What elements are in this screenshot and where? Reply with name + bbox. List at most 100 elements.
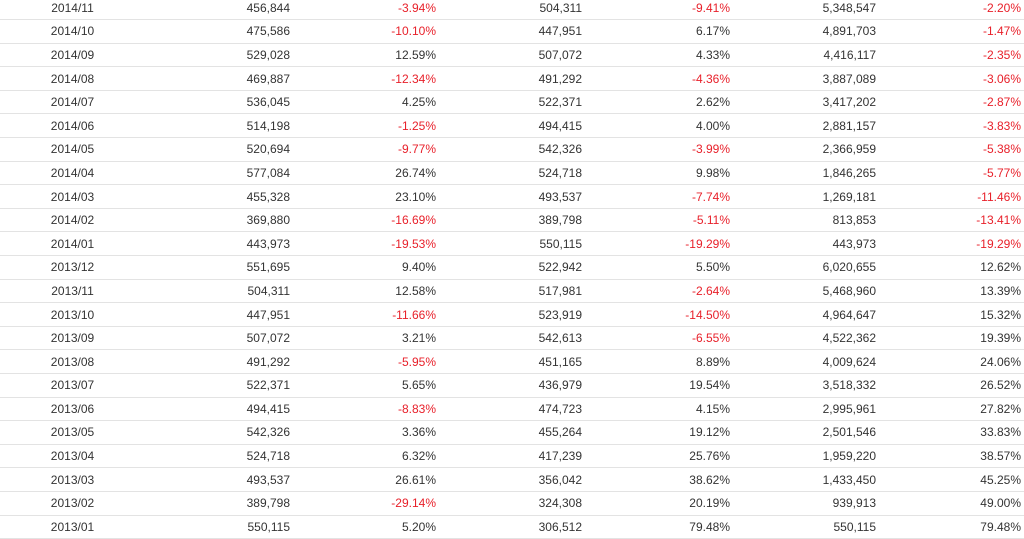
cumulative-change-cell: 33.83% — [980, 425, 1021, 440]
change-b-cell: 79.48% — [689, 519, 730, 534]
change-a-cell: 12.59% — [395, 47, 436, 62]
table-row: 2014/01 443,973 -19.53% 550,115 -19.29% 443,9… — [0, 232, 1024, 256]
change-a-cell: -19.53% — [391, 236, 436, 251]
cumulative-cell: 443,973 — [832, 236, 876, 251]
value-b-cell: 474,723 — [538, 401, 582, 416]
value-a-cell: 536,045 — [246, 95, 290, 110]
value-a-cell: 469,887 — [246, 71, 290, 86]
value-a-cell: 542,326 — [246, 425, 290, 440]
value-b-cell: 451,165 — [538, 354, 582, 369]
table-row: 2013/10 447,951 -11.66% 523,919 -14.50% 4,964… — [0, 303, 1024, 327]
value-b-cell: 507,072 — [538, 47, 582, 62]
table-row: 2013/02 389,798 -29.14% 324,308 20.19% 939,91… — [0, 491, 1024, 516]
cumulative-cell: 813,853 — [832, 213, 876, 228]
month-cell: 2013/06 — [50, 401, 95, 416]
change-b-cell: 4.15% — [695, 401, 730, 416]
cumulative-change-cell: 45.25% — [980, 472, 1021, 487]
value-b-cell: 542,613 — [538, 331, 582, 346]
value-a-cell: 524,718 — [246, 449, 290, 464]
value-b-cell: 436,979 — [538, 378, 582, 393]
change-b-cell: -19.29% — [685, 236, 730, 251]
value-a-cell: 455,328 — [246, 189, 290, 204]
month-cell: 2013/09 — [50, 331, 95, 346]
cumulative-change-cell: 26.52% — [980, 378, 1021, 393]
cumulative-change-cell: 38.57% — [980, 449, 1021, 464]
cumulative-change-cell: 19.39% — [980, 331, 1021, 346]
value-a-cell: 522,371 — [246, 378, 290, 393]
month-cell: 2014/03 — [50, 189, 95, 204]
cumulative-change-cell: -11.46% — [977, 189, 1021, 204]
cumulative-cell: 4,964,647 — [822, 307, 876, 322]
cumulative-change-cell: -5.77% — [982, 165, 1021, 180]
change-a-cell: -3.94% — [397, 0, 436, 15]
change-a-cell: 6.32% — [401, 449, 436, 464]
cumulative-change-cell: -2.20% — [982, 0, 1021, 15]
change-a-cell: 9.40% — [401, 260, 436, 275]
month-cell: 2014/04 — [50, 165, 95, 180]
table-row: 2014/05 520,694 -9.77% 542,326 -3.99% 2,366,9… — [0, 138, 1024, 162]
cumulative-change-cell: -2.35% — [982, 47, 1021, 62]
value-a-cell: 456,844 — [246, 0, 290, 15]
change-b-cell: -4.36% — [691, 71, 730, 86]
change-a-cell: 23.10% — [395, 189, 436, 204]
change-b-cell: 4.33% — [695, 47, 730, 62]
change-a-cell: -29.14% — [391, 496, 436, 511]
value-a-cell: 447,951 — [246, 307, 290, 322]
value-b-cell: 494,415 — [538, 118, 582, 133]
change-b-cell: -3.99% — [691, 142, 730, 157]
value-a-cell: 389,798 — [246, 496, 290, 511]
month-cell: 2013/01 — [50, 519, 95, 534]
change-a-cell: 3.36% — [401, 425, 436, 440]
change-a-cell: -10.10% — [391, 24, 436, 39]
month-cell: 2013/12 — [50, 260, 95, 275]
cumulative-change-cell: 13.39% — [980, 283, 1021, 298]
change-a-cell: 12.58% — [395, 283, 436, 298]
value-b-cell: 447,951 — [538, 24, 582, 39]
cumulative-cell: 5,348,547 — [822, 0, 876, 15]
cumulative-change-cell: 12.62% — [980, 260, 1021, 275]
month-cell: 2013/03 — [50, 472, 95, 487]
table-row: 2013/09 507,072 3.21% 542,613 -6.55% 4,522,36… — [0, 326, 1024, 350]
cumulative-cell: 2,501,546 — [822, 425, 876, 440]
change-a-cell: -12.34% — [391, 71, 436, 86]
cumulative-cell: 5,468,960 — [822, 283, 876, 298]
change-b-cell: 4.00% — [695, 118, 730, 133]
change-b-cell: 38.62% — [689, 472, 730, 487]
table-row: 2013/03 493,537 26.61% 356,042 38.62% 1,433,4… — [0, 468, 1024, 492]
table-row: 2014/10 475,586 -10.10% 447,951 6.17% 4,891,7… — [0, 20, 1024, 44]
cumulative-change-cell: 15.32% — [980, 307, 1021, 322]
month-cell: 2014/08 — [50, 71, 95, 86]
value-a-cell: 529,028 — [246, 47, 290, 62]
value-b-cell: 491,292 — [538, 71, 582, 86]
change-b-cell: 20.19% — [689, 496, 730, 511]
cumulative-cell: 1,846,265 — [822, 165, 876, 180]
cumulative-change-cell: -5.38% — [982, 142, 1021, 157]
change-a-cell: -11.66% — [392, 307, 436, 322]
change-b-cell: 6.17% — [695, 24, 730, 39]
month-cell: 2013/05 — [50, 425, 95, 440]
cumulative-cell: 3,417,202 — [822, 95, 876, 110]
table-row: 2014/06 514,198 -1.25% 494,415 4.00% 2,881,15… — [0, 114, 1024, 138]
value-b-cell: 324,308 — [538, 496, 582, 511]
cumulative-cell: 4,891,703 — [822, 24, 876, 39]
cumulative-cell: 4,009,624 — [822, 354, 876, 369]
cumulative-change-cell: 27.82% — [980, 401, 1021, 416]
change-a-cell: -9.77% — [397, 142, 436, 157]
value-b-cell: 517,981 — [538, 283, 582, 298]
table-row: 2014/11 456,844 -3.94% 504,311 -9.41% 5,348,5… — [0, 0, 1024, 20]
cumulative-cell: 1,959,220 — [822, 449, 876, 464]
month-cell: 2014/07 — [50, 95, 95, 110]
cumulative-change-cell: -3.06% — [982, 71, 1021, 86]
value-a-cell: 520,694 — [246, 142, 290, 157]
table-row: 2013/04 524,718 6.32% 417,239 25.76% 1,959,22… — [0, 444, 1024, 468]
change-a-cell: 26.74% — [395, 165, 436, 180]
month-cell: 2014/10 — [50, 24, 95, 39]
change-b-cell: 9.98% — [695, 165, 730, 180]
change-b-cell: -6.55% — [691, 331, 730, 346]
value-a-cell: 550,115 — [247, 519, 291, 534]
cumulative-change-cell: 79.48% — [980, 519, 1021, 534]
cumulative-cell: 2,995,961 — [822, 401, 876, 416]
change-b-cell: 8.89% — [695, 354, 730, 369]
change-b-cell: 19.54% — [689, 378, 730, 393]
